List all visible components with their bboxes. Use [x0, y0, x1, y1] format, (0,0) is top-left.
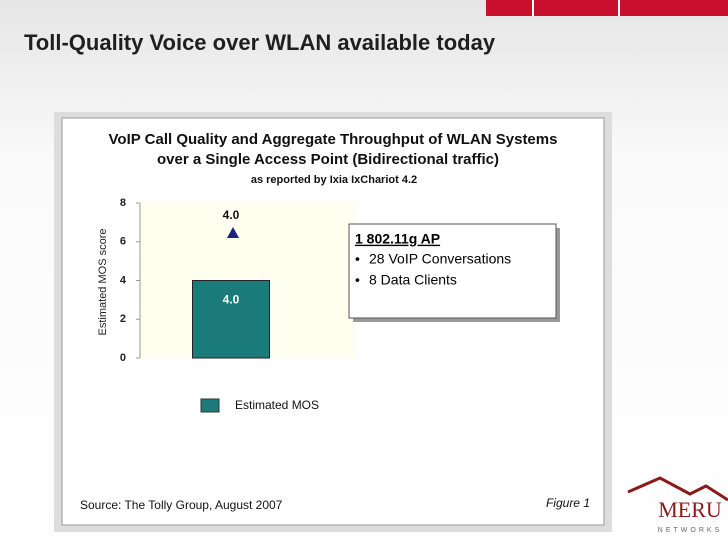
band-gap — [532, 0, 534, 16]
legend-label: Estimated MOS — [235, 398, 319, 412]
y-tick-label: 8 — [120, 197, 126, 209]
bullet: • — [355, 272, 360, 288]
figure-label: Figure 1 — [546, 496, 590, 510]
chart-subtitle: as reported by Ixia IxChariot 4.2 — [251, 174, 417, 186]
chart-title: VoIP Call Quality and Aggregate Throughp… — [109, 131, 558, 148]
bar — [192, 280, 270, 359]
y-axis-label: Estimated MOS score — [97, 229, 109, 336]
y-tick-label: 6 — [120, 236, 126, 248]
textbox — [348, 223, 557, 319]
logo-mark — [627, 476, 728, 502]
textbox-bullet: 8 Data Clients — [369, 272, 457, 288]
marker — [227, 227, 239, 238]
bullet: • — [355, 251, 360, 267]
textbox-heading: 1 802.11g AP — [355, 231, 440, 247]
y-tick-label: 0 — [120, 352, 126, 364]
legend-swatch — [200, 398, 220, 413]
textbox-bullet: 28 VoIP Conversations — [369, 251, 511, 267]
y-tick-label: 4 — [120, 274, 127, 286]
slide-title: Toll-Quality Voice over WLAN available t… — [24, 30, 496, 55]
band-gap — [618, 0, 620, 16]
logo-name: MERU — [658, 497, 722, 522]
top-band — [486, 0, 728, 16]
source: Source: The Tolly Group, August 2007 — [80, 498, 283, 512]
chart-title: over a Single Access Point (Bidirectiona… — [157, 151, 499, 168]
value-label: 4.0 — [223, 293, 240, 307]
logo-tagline: NETWORKS — [658, 527, 722, 534]
annotation: 4.0 — [223, 208, 240, 222]
y-tick-label: 2 — [120, 313, 126, 325]
